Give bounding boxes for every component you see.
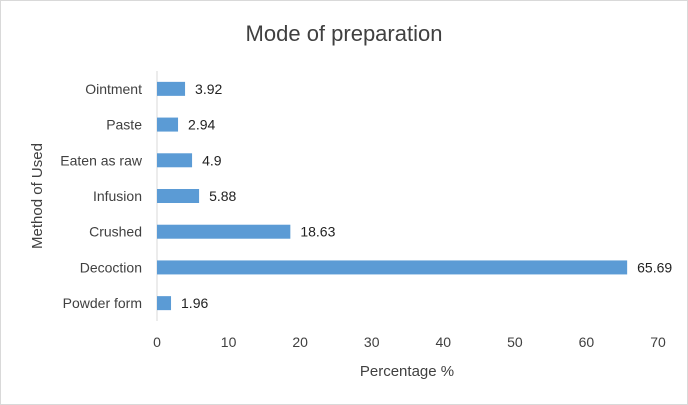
plot-area: Ointment 3.92 Paste 2.94 Eaten as raw 4.9 Infu… (60, 71, 672, 350)
bar (157, 296, 172, 311)
x-tick-label: 50 (507, 334, 523, 350)
bar (157, 189, 200, 203)
category-label: Decoction (80, 259, 142, 275)
x-tick-label: 60 (579, 334, 595, 350)
data-label: 18.63 (300, 224, 335, 240)
x-tick-label: 70 (650, 334, 666, 350)
category-label: Eaten as raw (60, 152, 143, 168)
x-tick-label: 0 (153, 334, 161, 350)
category-label: Infusion (93, 188, 142, 204)
data-label: 3.92 (195, 81, 222, 97)
category-label: Powder form (63, 295, 142, 311)
data-label: 1.96 (181, 295, 208, 311)
category-label: Paste (106, 117, 142, 133)
chart-title: Mode of preparation (246, 21, 443, 46)
bar (157, 224, 291, 239)
data-label: 4.9 (202, 152, 222, 168)
x-axis-title: Percentage % (360, 363, 454, 380)
category-label: Ointment (85, 81, 142, 97)
x-tick-label: 10 (221, 334, 237, 350)
x-tick-label: 40 (435, 334, 451, 350)
category-label: Crushed (89, 224, 142, 240)
x-tick-label: 30 (364, 334, 380, 350)
y-axis-title: Method of Used (29, 143, 46, 249)
data-label: 65.69 (637, 259, 672, 275)
x-tick-label: 20 (292, 334, 308, 350)
data-label: 2.94 (188, 117, 215, 133)
bar (157, 81, 186, 96)
bar (157, 153, 193, 168)
bar (157, 260, 628, 275)
data-label: 5.88 (209, 188, 236, 204)
bar (157, 117, 179, 132)
